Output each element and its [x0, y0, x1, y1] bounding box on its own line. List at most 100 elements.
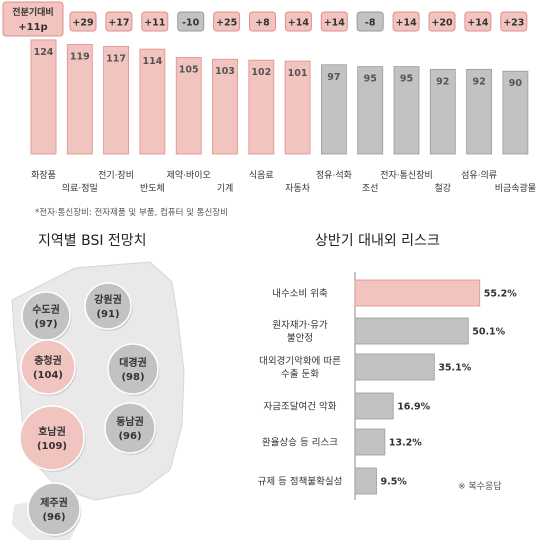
industry-category-label: 의료·정밀	[62, 182, 98, 194]
industry-bar	[357, 66, 384, 155]
risk-category-label: 원자재가·유가	[272, 320, 328, 331]
industry-category-label: 기계	[217, 182, 234, 194]
industry-category-label: 전자·통신장비	[380, 170, 433, 181]
industry-category-label: 반도체	[140, 183, 165, 194]
qoq-change-badge: +25	[213, 11, 241, 32]
qoq-change-label: +25	[216, 18, 237, 29]
qoq-change-badge: +8	[249, 11, 276, 32]
industry-bar-value: 97	[327, 72, 340, 83]
industry-bar	[30, 39, 57, 155]
industry-category-label: 자동차	[285, 182, 311, 194]
industry-category-label: 비금속광물	[495, 182, 536, 194]
industry-category-label: 정유·석화	[316, 170, 352, 181]
risk-section-title: 상반기 대내외 리스크	[315, 233, 440, 249]
qoq-change-badge: -10	[177, 11, 205, 32]
qoq-change-badge: +14	[392, 11, 420, 32]
industry-bar-value: 95	[364, 74, 377, 85]
qoq-change-label: +11	[144, 18, 165, 29]
qoq-change-label: +8	[255, 18, 270, 29]
qoq-change-badge: +11	[141, 11, 169, 32]
industry-bar	[248, 59, 275, 155]
industry-bar	[284, 60, 311, 155]
region-name: 강원권	[94, 293, 122, 306]
industry-category-label: 조선	[362, 183, 379, 194]
industry-bar-value: 119	[70, 52, 90, 63]
risk-bar-value: 35.1%	[438, 363, 471, 374]
region-value: (104)	[33, 370, 63, 381]
region-bubble: 대경권 (98)	[107, 343, 160, 396]
risk-category-label: 불안정	[287, 333, 313, 344]
industry-bar	[429, 68, 456, 155]
risk-category-label: 수출 둔화	[281, 369, 319, 380]
risk-category-label: 자금조달여건 악화	[264, 401, 337, 413]
risk-bar	[354, 467, 377, 495]
industry-category-label: 철강	[435, 183, 452, 194]
risk-bar	[354, 392, 394, 420]
region-bubble: 강원권 (91)	[84, 282, 133, 331]
risk-bar-value: 50.1%	[472, 327, 505, 338]
qoq-change-label: +14	[324, 18, 346, 29]
region-name: 대경권	[119, 356, 147, 369]
industry-category-label: 섬유·의류	[461, 170, 497, 181]
qoq-change-label: +14	[396, 18, 418, 29]
region-bubble: 제주권 (96)	[27, 482, 82, 537]
risk-bar-value: 13.2%	[389, 438, 422, 449]
industry-bar-value: 117	[106, 53, 126, 64]
region-value: (91)	[96, 309, 119, 320]
industry-category-label: 식음료	[249, 170, 274, 181]
qoq-change-label: +29	[72, 18, 93, 29]
qoq-change-badge: +14	[320, 11, 348, 32]
industry-bar	[502, 70, 529, 155]
qoq-change-badge: +14	[284, 11, 312, 32]
qoq-overall-badge: 전분기대비 +11p	[2, 1, 64, 37]
qoq-change-badge: +20	[428, 11, 456, 32]
industry-bar-value: 114	[142, 56, 162, 67]
industry-category-label: 전기·장비	[98, 170, 134, 181]
region-name: 충청권	[34, 354, 62, 367]
industry-bar	[393, 66, 420, 155]
qoq-change-badge: +29	[69, 11, 97, 32]
risk-category-label: 규제 등 정책불확실성	[258, 476, 343, 488]
industry-bar-value: 90	[509, 78, 523, 89]
qoq-change-badge: +23	[500, 11, 528, 32]
qoq-change-badge: +17	[105, 11, 133, 32]
qoq-header-label: 전분기대비	[12, 6, 53, 18]
risk-category-label: 대외경기악화에 따른	[259, 355, 341, 367]
region-bubble: 동남권 (96)	[104, 402, 157, 455]
industry-bar-value: 103	[215, 66, 235, 77]
industry-bar	[212, 58, 238, 155]
region-name: 호남권	[38, 425, 66, 438]
industry-bar-value: 124	[34, 47, 54, 58]
risk-bar-value: 9.5%	[380, 477, 407, 488]
qoq-overall-value: +11p	[18, 22, 47, 33]
risk-bar	[354, 317, 469, 345]
industry-bar	[66, 44, 93, 155]
qoq-change-label: +23	[503, 18, 524, 29]
industry-bar	[466, 68, 493, 155]
region-value: (97)	[34, 319, 57, 330]
risk-bar	[354, 428, 386, 456]
industry-bar-value: 105	[179, 64, 199, 75]
industry-bar-value: 95	[400, 74, 413, 85]
industry-bar-value: 92	[436, 76, 449, 87]
risk-bar	[354, 353, 435, 381]
region-name: 제주권	[40, 496, 68, 509]
region-map: 수도권 (97) 강원권 (91) 충청권 (104) 대경권 (98) 호남권 (109) 동남권…	[11, 261, 185, 540]
industry-bar	[139, 48, 166, 155]
region-name: 동남권	[116, 415, 144, 428]
industry-bar-value: 92	[472, 76, 485, 87]
qoq-change-label: +17	[108, 18, 129, 29]
qoq-change-label: +14	[288, 18, 310, 29]
risk-category-label: 환율상승 등 리스크	[262, 437, 338, 449]
risk-bar-value: 16.9%	[397, 402, 430, 413]
risk-bar-value: 55.2%	[484, 289, 517, 300]
qoq-change-label: -8	[365, 18, 376, 29]
qoq-change-label: +14	[467, 18, 489, 29]
region-bubble: 호남권 (109)	[19, 405, 86, 472]
qoq-change-label: -10	[182, 18, 200, 29]
region-bubble: 수도권 (97)	[21, 291, 72, 342]
industry-bar	[175, 57, 202, 155]
